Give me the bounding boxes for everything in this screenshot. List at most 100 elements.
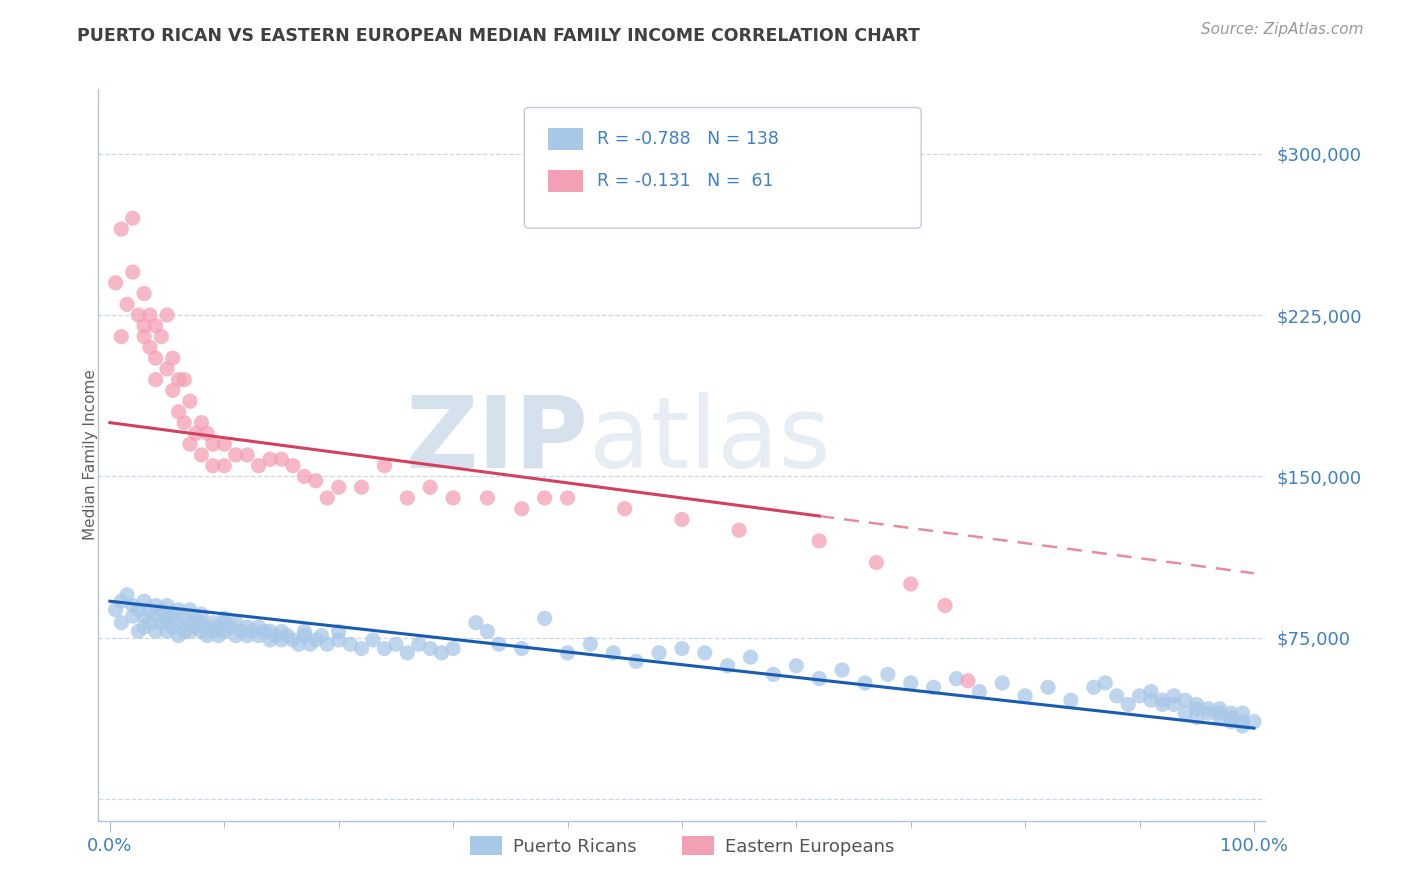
Point xyxy=(557,646,579,660)
Point xyxy=(167,373,190,387)
Point xyxy=(533,611,555,625)
Point xyxy=(121,265,143,279)
Point xyxy=(1105,689,1128,703)
Point xyxy=(162,384,184,398)
Point xyxy=(207,620,229,634)
Point xyxy=(236,448,259,462)
Point xyxy=(167,615,190,630)
Point xyxy=(1083,680,1105,694)
Point xyxy=(270,624,292,639)
Point xyxy=(167,603,190,617)
Point xyxy=(465,615,488,630)
Point xyxy=(121,211,143,226)
Point xyxy=(1014,689,1036,703)
Point xyxy=(945,672,967,686)
Text: PUERTO RICAN VS EASTERN EUROPEAN MEDIAN FAMILY INCOME CORRELATION CHART: PUERTO RICAN VS EASTERN EUROPEAN MEDIAN … xyxy=(77,27,920,45)
Point xyxy=(162,607,184,621)
Point xyxy=(214,458,236,473)
Point xyxy=(785,658,807,673)
Point xyxy=(134,609,156,624)
Legend: Puerto Ricans, Eastern Europeans: Puerto Ricans, Eastern Europeans xyxy=(463,829,901,863)
Point xyxy=(740,650,762,665)
Point xyxy=(316,637,339,651)
Point xyxy=(270,632,292,647)
Point xyxy=(173,416,195,430)
Point xyxy=(287,637,309,651)
Point xyxy=(350,641,373,656)
Point xyxy=(671,512,693,526)
Point xyxy=(150,615,173,630)
Point xyxy=(1197,702,1219,716)
Point xyxy=(259,632,281,647)
Point xyxy=(876,667,898,681)
Point xyxy=(167,629,190,643)
Point xyxy=(145,373,167,387)
Point xyxy=(139,603,162,617)
Point xyxy=(156,615,179,630)
Point xyxy=(264,629,287,643)
Point xyxy=(281,632,304,647)
FancyBboxPatch shape xyxy=(548,169,582,192)
Point xyxy=(179,615,201,630)
Point xyxy=(717,658,740,673)
Point xyxy=(1232,714,1254,729)
Point xyxy=(477,624,499,639)
Point xyxy=(139,615,162,630)
Point xyxy=(510,501,533,516)
Point xyxy=(991,676,1014,690)
Point xyxy=(373,458,395,473)
Point xyxy=(373,641,395,656)
Point xyxy=(1163,698,1185,712)
Point xyxy=(104,603,127,617)
Point xyxy=(339,637,361,651)
Point xyxy=(1208,702,1230,716)
Point xyxy=(1128,689,1150,703)
Point xyxy=(184,620,207,634)
Point xyxy=(328,632,350,647)
Point xyxy=(201,624,224,639)
Point xyxy=(127,603,149,617)
Point xyxy=(1232,706,1254,720)
Point xyxy=(510,641,533,656)
Point xyxy=(956,673,979,688)
Point xyxy=(127,624,149,639)
Point xyxy=(361,632,384,647)
Point xyxy=(214,615,236,630)
Point xyxy=(808,672,831,686)
Point xyxy=(1174,693,1197,707)
Point xyxy=(201,437,224,451)
Point xyxy=(1140,684,1163,698)
Point xyxy=(419,480,441,494)
Point xyxy=(190,607,212,621)
Point xyxy=(1185,698,1208,712)
Point xyxy=(259,624,281,639)
FancyBboxPatch shape xyxy=(524,108,921,228)
Point xyxy=(292,624,315,639)
Point xyxy=(134,286,156,301)
Point xyxy=(900,676,922,690)
Point xyxy=(602,646,624,660)
FancyBboxPatch shape xyxy=(548,128,582,150)
Point xyxy=(214,437,236,451)
Point xyxy=(1094,676,1116,690)
Point xyxy=(441,491,464,505)
Point xyxy=(1243,714,1265,729)
Point xyxy=(145,609,167,624)
Point xyxy=(195,426,218,441)
Point xyxy=(162,620,184,634)
Point xyxy=(853,676,876,690)
Point xyxy=(150,603,173,617)
Text: Source: ZipAtlas.com: Source: ZipAtlas.com xyxy=(1201,22,1364,37)
Point xyxy=(190,624,212,639)
Point xyxy=(808,533,831,548)
Point xyxy=(299,637,322,651)
Text: R = -0.788   N = 138: R = -0.788 N = 138 xyxy=(596,130,779,148)
Point xyxy=(693,646,716,660)
Point xyxy=(179,394,201,409)
Point xyxy=(115,297,138,311)
Point xyxy=(1232,719,1254,733)
Point xyxy=(214,624,236,639)
Point xyxy=(1220,710,1243,724)
Point xyxy=(1116,698,1139,712)
Point xyxy=(236,629,259,643)
